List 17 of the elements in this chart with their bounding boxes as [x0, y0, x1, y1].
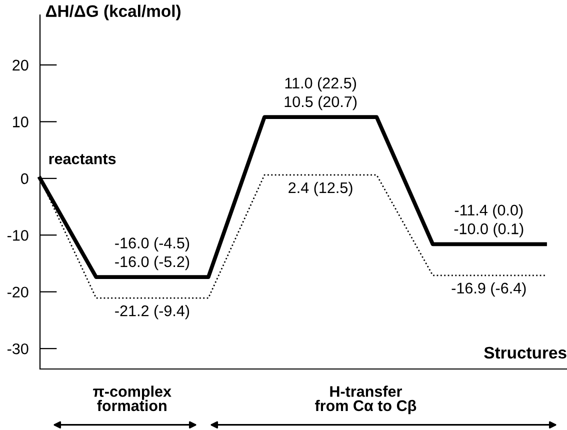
y-tick-label: 20 [12, 60, 28, 71]
annotation: reactants [49, 154, 116, 164]
y-axis-title: ΔH/ΔG (kcal/mol) [46, 4, 180, 20]
text: H-transfer from Cα to Cβ [315, 386, 416, 414]
y-tick-label: 0 [20, 173, 28, 184]
y-tick-label: -20 [7, 286, 28, 298]
annotation: 2.4 (12.5) [288, 182, 352, 196]
y-tick-label: -10 [7, 230, 28, 241]
annotation: -11.4 (0.0) -10.0 (0.1) [454, 204, 524, 238]
annotation: 11.0 (22.5) 10.5 (20.7) [284, 77, 357, 110]
annotation: -21.2 (-9.4) [115, 305, 190, 320]
x-axis-title: Structures [484, 346, 566, 359]
annotation: -16.0 (-4.5) -16.0 (-5.2) [115, 237, 190, 270]
y-tick-label: 10 [13, 116, 28, 128]
y-tick-label: -30 [7, 343, 28, 354]
annotation: -16.9 (-6.4) [452, 282, 526, 297]
text: π-complex formation [93, 386, 172, 412]
